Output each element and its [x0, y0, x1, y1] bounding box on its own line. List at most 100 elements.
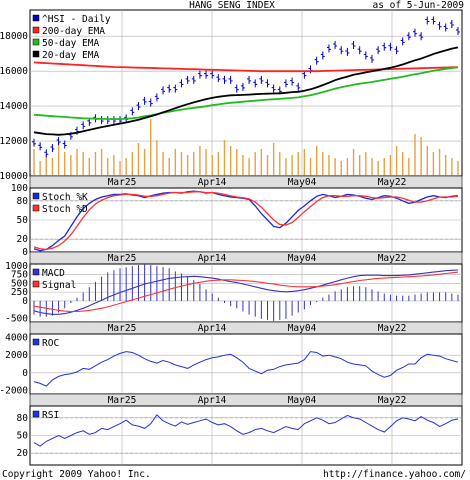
series-line [33, 414, 459, 447]
series-line [33, 46, 459, 136]
y-tick-label: 0 [22, 247, 28, 258]
volume-bar [352, 149, 355, 176]
series-line [33, 191, 459, 251]
y-tick-label: 18000 [0, 31, 28, 42]
volume-bar [143, 149, 146, 176]
volume-bar [420, 137, 422, 176]
volume-bar [346, 158, 349, 176]
volume-bar [254, 152, 256, 176]
plot-frame [29, 333, 463, 395]
volume-bar [334, 158, 336, 176]
volume-bar [199, 146, 201, 176]
volume-bar [131, 152, 134, 176]
volume-bar [365, 152, 367, 176]
volume-bar [303, 149, 306, 176]
y-tick-label: 750 [11, 270, 28, 281]
volume-bar [383, 158, 385, 176]
volume-bar [395, 146, 398, 176]
plot-frame [29, 9, 463, 177]
plot-frame [29, 263, 463, 323]
volume-bar [51, 158, 54, 176]
y-tick-label: 2000 [5, 350, 28, 361]
volume-bar [193, 152, 195, 176]
legend-label: MACD [42, 268, 65, 279]
volume-bar [377, 161, 379, 176]
panel-4: 80 50 20 RSI [17, 405, 463, 466]
x-tick-label: May04 [288, 177, 317, 188]
legend-swatch [32, 204, 40, 212]
volume-bar [211, 155, 213, 176]
volume-bar [389, 155, 392, 176]
y-tick-label: 500 [11, 278, 28, 289]
y-tick-label: 1000 [5, 261, 28, 272]
y-tick-label: 12000 [0, 136, 28, 147]
x-tick-label: Mar25 [108, 323, 137, 334]
copyright-text: Copyright 2009 Yahoo! Inc. [2, 469, 151, 480]
y-tick-label: -2000 [0, 385, 28, 396]
volume-bar [45, 155, 47, 176]
legend-swatch [32, 26, 40, 34]
volume-bar [64, 152, 66, 176]
legend-swatch [32, 280, 40, 288]
y-tick-label: 80 [17, 413, 29, 424]
volume-bar [217, 152, 220, 176]
panel-0: 18000 16000 14000 12000 10000 ^HSI - Daily200… [0, 9, 463, 189]
y-tick-label: 250 [11, 287, 28, 298]
panel-3: 4000 2000 0 -2000 ROC Mar25 Apr14 May04 May22 [0, 333, 463, 407]
x-tick-label: May04 [288, 253, 317, 264]
volume-bar [309, 158, 312, 176]
y-tick-label: 100 [11, 183, 28, 194]
volume-bar [401, 152, 404, 176]
volume-bar [322, 152, 324, 176]
x-tick-label: May22 [378, 253, 407, 264]
volume-bar [279, 152, 281, 176]
x-tick-label: May04 [288, 395, 317, 406]
source-url: http://finance.yahoo.com/ [323, 469, 466, 480]
as-of-date: as of 5-Jun-2009 [372, 0, 464, 11]
legend-swatch [32, 410, 40, 418]
x-tick-label: Mar25 [108, 253, 137, 264]
y-tick-label: 80 [17, 196, 29, 207]
x-tick-label: Mar25 [108, 395, 137, 406]
y-tick-label: 4000 [5, 333, 28, 344]
volume-bar [205, 149, 207, 176]
legend-label: ^HSI - Daily [42, 14, 111, 25]
legend-label: Stoch %D [42, 204, 88, 215]
y-tick-label: 14000 [0, 101, 28, 112]
x-tick-label: May04 [288, 323, 317, 334]
volume-bar [328, 155, 330, 176]
legend-label: Stoch %K [42, 192, 88, 203]
volume-bar [229, 146, 232, 176]
x-tick-label: Apr14 [198, 253, 227, 264]
y-tick-label: 50 [17, 215, 29, 226]
volume-bar [266, 155, 269, 176]
series-line [33, 351, 459, 387]
y-tick-label: -500 [5, 313, 28, 324]
volume-bar [242, 155, 244, 176]
legend-label: 50-day EMA [42, 38, 99, 49]
volume-bar [457, 161, 459, 176]
volume-bar [248, 158, 250, 176]
volume-bar [186, 155, 189, 176]
y-tick-label: 0 [22, 368, 28, 379]
volume-bar [297, 152, 299, 176]
volume-bar [358, 155, 361, 176]
volume-bar [180, 152, 183, 176]
x-tick-label: May22 [378, 323, 407, 334]
volume-bar [426, 146, 428, 176]
volume-bar [340, 161, 342, 176]
volume-bar [260, 149, 263, 176]
volume-bar [371, 158, 373, 176]
legend-label: Signal [42, 280, 76, 291]
legend-swatch [32, 14, 40, 22]
x-tick-label: Apr14 [198, 395, 227, 406]
volume-bar [113, 155, 115, 176]
x-tick-label: Apr14 [198, 323, 227, 334]
volume-bar [70, 155, 72, 176]
volume-bar [33, 149, 35, 176]
legend-swatch [32, 50, 40, 58]
volume-bar [236, 149, 238, 176]
y-tick-label: 20 [17, 234, 29, 245]
